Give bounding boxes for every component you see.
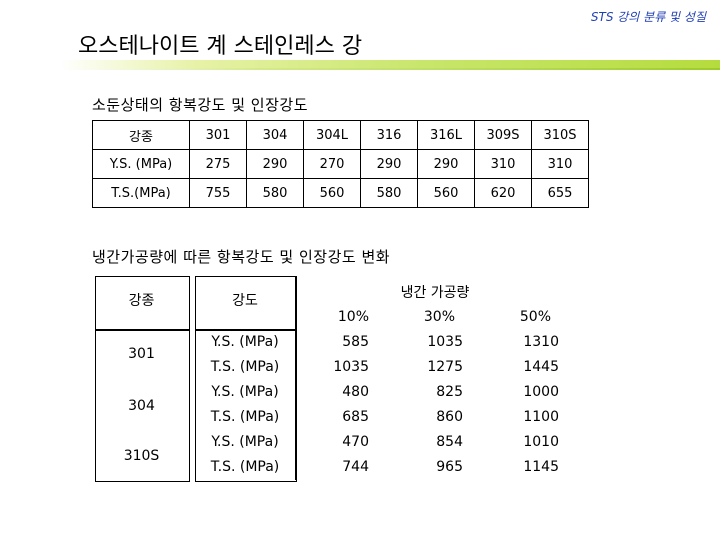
grade-label: 304 — [128, 398, 155, 414]
table-cell: 825 — [436, 384, 463, 400]
table-header-cell: 316 — [360, 120, 418, 150]
table-cell: 470 — [342, 434, 369, 450]
work-level-header: 30% — [423, 309, 455, 325]
table-header-cell: 강종 — [92, 120, 190, 150]
table-header-row: 강종 301 304 304L 316 316L 309S 310S — [92, 120, 589, 150]
table-cell: 580 — [246, 178, 304, 208]
title-underline — [60, 60, 720, 70]
table-cell: 1035 — [427, 334, 463, 350]
table-cell: 290 — [417, 149, 475, 179]
table-cell: 620 — [474, 178, 532, 208]
grade-label: 301 — [128, 346, 155, 362]
table-cell: 560 — [303, 178, 361, 208]
table-header-cell: 309S — [474, 120, 532, 150]
row-label: T.S.(MPa) — [92, 178, 190, 208]
grade-header-box — [95, 276, 190, 330]
table-row: T.S.(MPa) 755 580 560 580 560 620 655 — [92, 178, 589, 208]
table-cell: 310 — [531, 149, 589, 179]
strength-label: Y.S. (MPa) — [211, 334, 279, 350]
strength-label: Y.S. (MPa) — [211, 434, 279, 450]
table-cell: 1145 — [523, 459, 559, 475]
cold-work-strength-heading: 냉간가공량에 따른 항복강도 및 인장강도 변화 — [92, 248, 391, 266]
work-level-header: 50% — [519, 309, 551, 325]
page-title: 오스테나이트 계 스테인레스 강 — [78, 34, 363, 59]
header-section-link[interactable]: STS 강의 분류 및 성질 — [590, 10, 706, 24]
strength-label: T.S. (MPa) — [210, 359, 280, 375]
grade-label: 310S — [123, 448, 160, 464]
table-cell: 965 — [436, 459, 463, 475]
table-cell: 290 — [360, 149, 418, 179]
table-header-cell: 301 — [189, 120, 247, 150]
table-cell: 1310 — [523, 334, 559, 350]
strength-body-box — [195, 330, 297, 482]
cold-work-column-header: 냉간 가공량 — [400, 285, 470, 301]
cold-work-strength-table: 강종 강도 냉간 가공량 10% 30% 50% 301 304 310S Y.… — [95, 276, 575, 482]
table-cell: 480 — [342, 384, 369, 400]
table-cell: 1010 — [523, 434, 559, 450]
table-cell: 275 — [189, 149, 247, 179]
table-header-cell: 304 — [246, 120, 304, 150]
table-cell: 310 — [474, 149, 532, 179]
column-divider — [295, 276, 296, 480]
strength-header-box — [195, 276, 297, 330]
grade-body-box — [95, 330, 190, 482]
table-cell: 755 — [189, 178, 247, 208]
table-header-cell: 304L — [303, 120, 361, 150]
table-cell: 1100 — [523, 409, 559, 425]
strength-label: T.S. (MPa) — [210, 409, 280, 425]
table-cell: 270 — [303, 149, 361, 179]
row-label: Y.S. (MPa) — [92, 149, 190, 179]
strength-column-header: 강도 — [232, 293, 258, 309]
strength-label: T.S. (MPa) — [210, 459, 280, 475]
table-header-cell: 316L — [417, 120, 475, 150]
table-cell: 685 — [342, 409, 369, 425]
table-cell: 290 — [246, 149, 304, 179]
table-cell: 860 — [436, 409, 463, 425]
work-level-header: 10% — [337, 309, 369, 325]
table-cell: 585 — [342, 334, 369, 350]
table-cell: 744 — [342, 459, 369, 475]
grade-column-header: 강종 — [128, 293, 155, 309]
table-cell: 560 — [417, 178, 475, 208]
table-cell: 1000 — [523, 384, 559, 400]
table-row: Y.S. (MPa) 275 290 270 290 290 310 310 — [92, 149, 589, 179]
table-cell: 580 — [360, 178, 418, 208]
table-header-cell: 310S — [531, 120, 589, 150]
table-cell: 1035 — [333, 359, 369, 375]
annealed-strength-table: 강종 301 304 304L 316 316L 309S 310S Y.S. … — [92, 120, 589, 208]
table-cell: 854 — [436, 434, 463, 450]
annealed-strength-heading: 소둔상태의 항복강도 및 인장강도 — [92, 96, 309, 114]
strength-label: Y.S. (MPa) — [211, 384, 279, 400]
table-cell: 655 — [531, 178, 589, 208]
table-cell: 1275 — [427, 359, 463, 375]
table-cell: 1445 — [523, 359, 559, 375]
